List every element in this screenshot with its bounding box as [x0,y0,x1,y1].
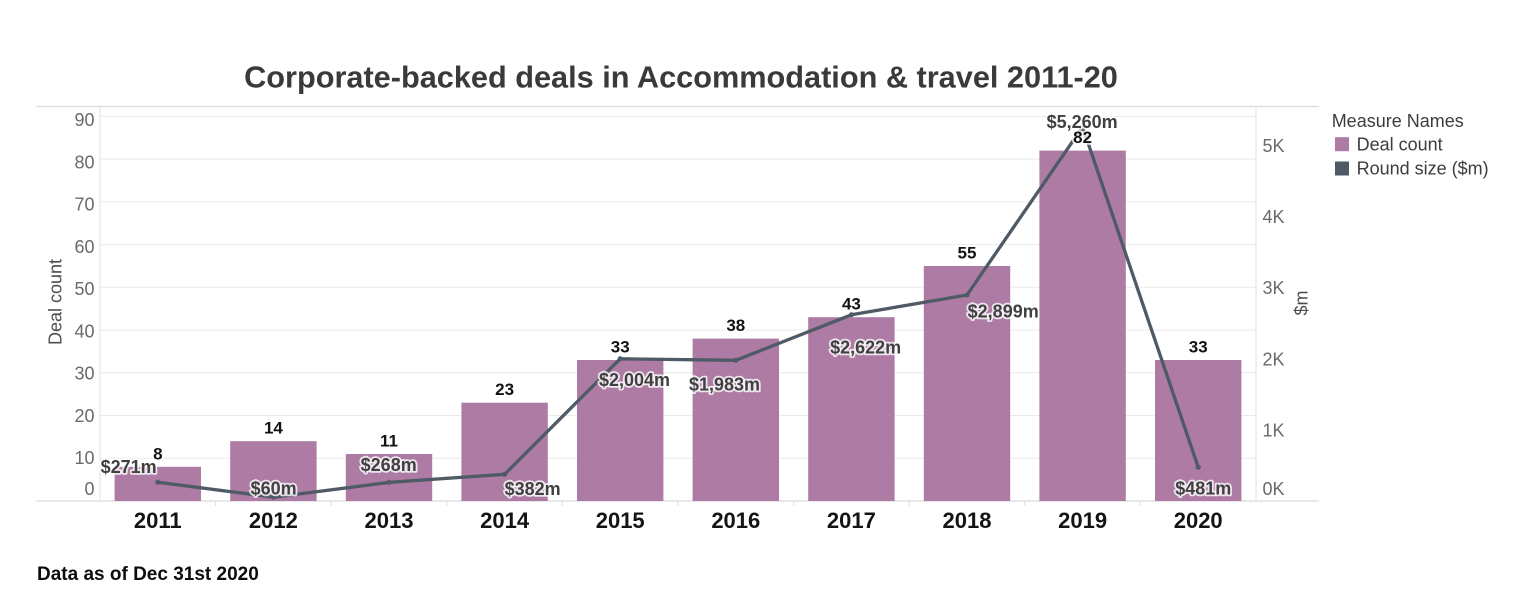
svg-text:$2,899m: $2,899m [968,301,1039,321]
svg-text:30: 30 [74,364,94,384]
svg-text:33: 33 [1189,338,1208,357]
svg-text:10: 10 [74,448,94,468]
svg-text:0: 0 [84,479,94,499]
svg-text:$2,004m: $2,004m [599,370,670,390]
svg-text:4K: 4K [1263,207,1285,227]
svg-text:$m: $m [1292,290,1312,315]
svg-text:33: 33 [611,338,630,357]
svg-text:$382m: $382m [505,479,561,499]
svg-text:Corporate-backed deals in Acco: Corporate-backed deals in Accommodation … [244,60,1118,95]
svg-text:2014: 2014 [480,508,530,533]
svg-text:5K: 5K [1263,136,1285,156]
svg-text:Round size ($m): Round size ($m) [1357,159,1489,179]
svg-text:50: 50 [74,279,94,299]
svg-text:8: 8 [153,444,162,463]
svg-text:0K: 0K [1263,479,1285,499]
svg-text:2020: 2020 [1174,508,1223,533]
svg-text:38: 38 [726,316,745,335]
svg-text:20: 20 [74,406,94,426]
svg-text:2017: 2017 [827,508,876,533]
svg-text:90: 90 [74,110,94,130]
svg-text:Deal count: Deal count [46,259,66,345]
svg-text:70: 70 [74,195,94,215]
svg-text:2016: 2016 [711,508,760,533]
svg-text:2019: 2019 [1058,508,1107,533]
svg-text:2015: 2015 [596,508,645,533]
svg-text:2013: 2013 [365,508,414,533]
svg-text:$271m: $271m [101,457,157,477]
svg-text:43: 43 [842,295,861,314]
svg-text:Deal count: Deal count [1357,134,1443,154]
svg-text:$481m: $481m [1175,478,1231,498]
svg-text:Measure Names: Measure Names [1332,111,1464,131]
svg-text:2011: 2011 [134,508,182,533]
svg-text:$1,983m: $1,983m [689,375,760,395]
svg-text:80: 80 [74,152,94,172]
svg-text:55: 55 [958,244,977,263]
svg-text:60: 60 [74,237,94,257]
svg-text:2012: 2012 [249,508,298,533]
svg-text:82: 82 [1073,128,1092,147]
svg-text:Data as of Dec 31st 2020: Data as of Dec 31st 2020 [37,564,259,585]
svg-text:3K: 3K [1263,278,1285,298]
svg-text:1K: 1K [1263,420,1285,440]
svg-text:$60m: $60m [251,479,297,499]
svg-text:23: 23 [495,380,514,399]
svg-text:$268m: $268m [361,455,417,475]
svg-text:$2,622m: $2,622m [830,337,901,357]
svg-text:11: 11 [380,432,398,451]
svg-text:2K: 2K [1263,349,1285,369]
svg-text:14: 14 [264,419,283,438]
svg-text:40: 40 [74,321,94,341]
svg-text:2018: 2018 [943,508,992,533]
svg-text:$5,260m: $5,260m [1047,112,1118,132]
